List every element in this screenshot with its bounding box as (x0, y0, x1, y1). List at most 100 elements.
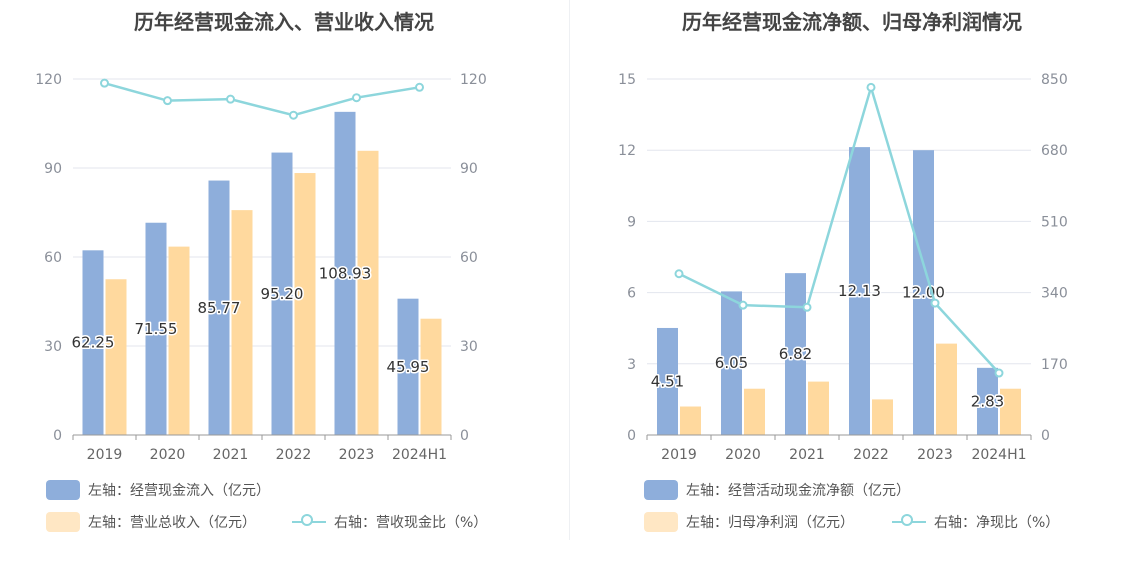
data-label: 6.82 (779, 345, 812, 363)
y-tick-right: 0 (460, 428, 469, 444)
x-tick-label: 2022 (853, 447, 889, 463)
bar-primary (271, 152, 293, 435)
legend-swatch-orange (46, 512, 80, 532)
line-point (163, 96, 172, 106)
line-point (866, 82, 876, 92)
bar-secondary (294, 173, 316, 435)
x-tick-label: 2021 (789, 447, 825, 463)
legend-label: 左轴：经营现金流入（亿元） (88, 483, 270, 499)
line-point (994, 368, 1004, 378)
legend-item-net-cash[interactable]: 左轴：经营活动现金流净额（亿元） (644, 480, 910, 500)
x-tick-label: 2023 (339, 447, 375, 463)
x-tick-label: 2020 (150, 447, 186, 463)
y-tick-left: 12 (618, 143, 636, 159)
line-point (289, 110, 298, 120)
line-point (100, 78, 109, 88)
legend-item-revenue[interactable]: 左轴：营业总收入（亿元） (46, 512, 256, 532)
line-point (415, 82, 424, 92)
bar-secondary (168, 246, 190, 435)
bar-secondary (680, 406, 701, 435)
bar-primary (849, 147, 870, 435)
chart-title: 历年经营现金流净额、归母净利润情况 (682, 10, 1022, 34)
bar-primary (397, 298, 419, 435)
y-tick-left: 60 (44, 250, 62, 266)
legend-swatch-blue (644, 480, 678, 500)
legend-label: 左轴：营业总收入（亿元） (88, 515, 256, 531)
x-tick-label: 2024H1 (392, 447, 447, 463)
x-tick-label: 2019 (661, 447, 697, 463)
data-label: 4.51 (651, 372, 684, 390)
bar-secondary (231, 210, 253, 435)
y-tick-right: 850 (1041, 72, 1068, 88)
data-label: 71.55 (135, 320, 178, 338)
data-label: 6.05 (715, 354, 748, 372)
data-label: 108.93 (319, 264, 372, 282)
chart-title: 历年经营现金流入、营业收入情况 (134, 10, 434, 34)
x-tick-label: 2019 (87, 447, 123, 463)
data-label: 12.13 (838, 282, 881, 300)
bar-secondary (357, 150, 379, 435)
bar-secondary (872, 399, 893, 435)
line-series (678, 82, 1000, 374)
y-tick-left: 0 (627, 428, 636, 444)
bar-secondary (420, 318, 442, 435)
legend-label: 右轴：营收现金比（%） (334, 515, 488, 531)
y-tick-right: 680 (1041, 143, 1068, 159)
y-tick-right: 60 (460, 250, 478, 266)
data-label: 85.77 (198, 299, 241, 317)
bar-secondary (105, 279, 127, 435)
y-tick-left: 120 (35, 72, 62, 88)
line-point (352, 93, 361, 103)
bar-primary (145, 222, 167, 435)
chart-panel-cash-inflow: 历年经营现金流入、营业收入情况 0 30 60 90 120 0 30 60 90 120 2019… (35, 10, 487, 532)
y-tick-right: 30 (460, 339, 478, 355)
legend-line-marker-icon (892, 512, 926, 532)
line-point (930, 298, 940, 308)
legend-item-net-cash-ratio[interactable]: 右轴：净现比（%） (892, 512, 1059, 532)
bar-primary (208, 180, 230, 435)
y-tick-left: 30 (44, 339, 62, 355)
line-point (802, 302, 812, 312)
y-tick-right: 120 (460, 72, 487, 88)
legend-item-net-profit[interactable]: 左轴：归母净利润（亿元） (644, 512, 854, 532)
y-tick-right: 510 (1041, 214, 1068, 230)
y-tick-right: 170 (1041, 357, 1068, 373)
legend-label: 右轴：净现比（%） (934, 515, 1060, 531)
bar-primary (82, 250, 104, 435)
line-point (226, 94, 235, 104)
data-label: 12.00 (902, 284, 945, 302)
x-tick-label: 2020 (725, 447, 761, 463)
y-tick-right: 0 (1041, 428, 1050, 444)
bar-secondary (936, 343, 957, 435)
y-tick-left: 0 (53, 428, 62, 444)
x-tick-label: 2023 (917, 447, 953, 463)
line-point (674, 269, 684, 279)
bar-primary (785, 273, 806, 435)
bar-secondary (808, 381, 829, 435)
bar-secondary (1000, 388, 1021, 435)
legend-item-ratio[interactable]: 右轴：营收现金比（%） (292, 512, 487, 532)
x-tick-label: 2022 (276, 447, 312, 463)
bar-secondary (744, 388, 765, 435)
legend-label: 左轴：归母净利润（亿元） (686, 515, 854, 531)
bar-primary (913, 150, 934, 435)
data-label: 95.20 (261, 285, 304, 303)
legend-item-cash-inflow[interactable]: 左轴：经营现金流入（亿元） (46, 480, 270, 500)
y-tick-left: 3 (627, 357, 636, 373)
data-label: 62.25 (72, 334, 115, 352)
x-tick-label: 2024H1 (971, 447, 1026, 463)
line-series (104, 81, 420, 117)
panel-divider (569, 0, 570, 540)
y-tick-right: 90 (460, 161, 478, 177)
bar-primary (657, 327, 678, 435)
x-tick-label: 2021 (213, 447, 249, 463)
chart-canvas: 0 30 60 90 120 0 30 60 90 120 2019 2020 2021 2022 2023… (35, 72, 487, 463)
chart-panel-net-cash: 历年经营现金流净额、归母净利润情况 0 3 6 9 12 15 0 170 340 510 680 8… (570, 0, 1134, 582)
y-tick-left: 6 (627, 286, 636, 302)
bar-primary (977, 367, 998, 435)
legend-line-marker-icon (292, 512, 326, 532)
data-label: 45.95 (387, 358, 430, 376)
legend-swatch-blue (46, 480, 80, 500)
bar-primary (334, 111, 356, 435)
y-tick-right: 340 (1041, 286, 1068, 302)
